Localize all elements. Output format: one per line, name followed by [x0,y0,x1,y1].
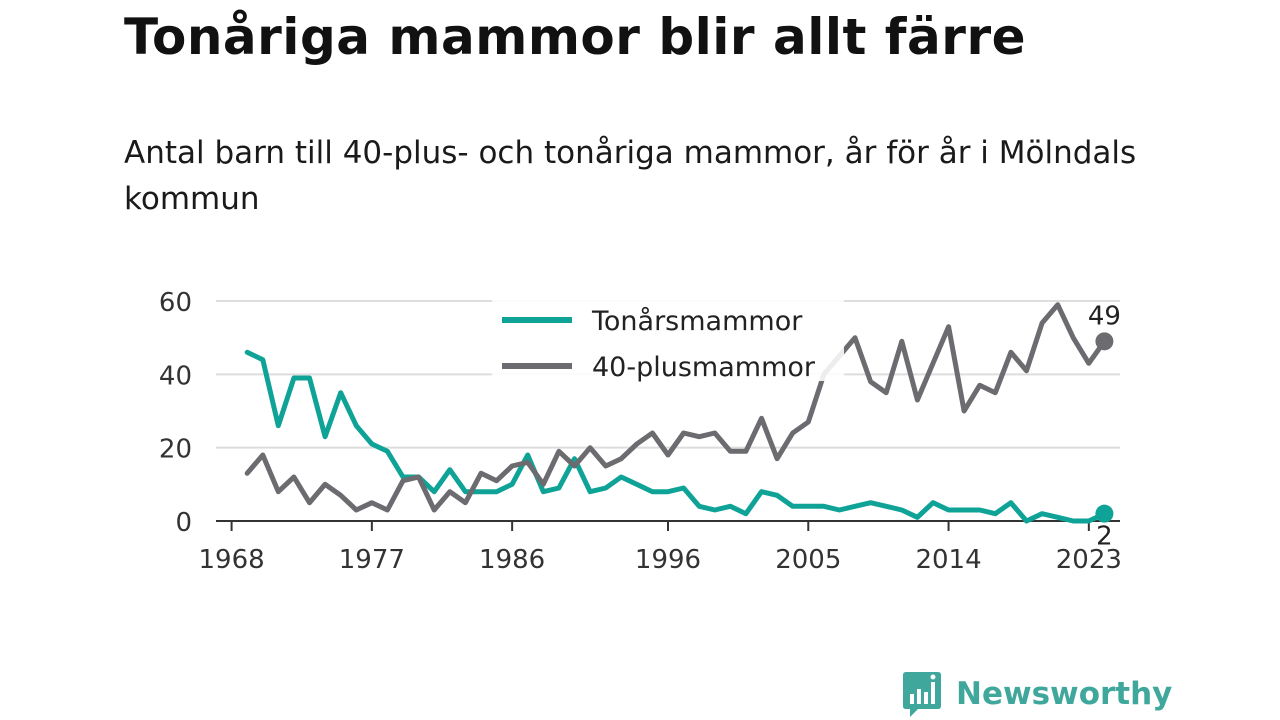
x-tick-label: 2005 [775,545,841,575]
y-tick-label: 40 [159,361,192,391]
brand-logo: Newsworthy [902,670,1172,718]
y-tick-label: 60 [159,288,192,318]
y-tick-label: 0 [175,508,192,538]
brand-name: Newsworthy [956,676,1173,712]
legend-label: 40-plusmammor [592,352,816,383]
y-tick-label: 20 [159,435,192,465]
x-tick-label: 2023 [1056,545,1122,575]
end-labels: 2 49 [1088,301,1121,551]
x-tick-label: 1986 [479,545,545,575]
legend-label: Tonårsmammor [591,306,803,337]
x-axis: 1968 1977 1986 1996 2005 2014 2023 [199,520,1122,575]
x-tick-label: 2014 [915,545,981,575]
end-label-0: 2 [1096,522,1113,552]
chart-subtitle: Antal barn till 40-plus- och tonåriga ma… [124,135,1137,217]
end-label-1: 49 [1088,301,1121,331]
newsworthy-chart-bubble-icon [903,672,941,717]
chart-title: Tonåriga mammor blir allt färre [124,8,1027,66]
series-line-0 [244,349,1107,524]
series-lines [244,302,1114,524]
x-tick-label: 1977 [339,545,405,575]
x-tick-label: 1968 [199,545,265,575]
y-axis-labels: 0 20 40 60 [159,288,192,538]
series-line-1 [244,302,1107,513]
x-tick-label: 1996 [635,545,701,575]
legend: Tonårsmammor 40-plusmammor [492,299,844,383]
end-point-1 [1095,332,1114,351]
end-point-0 [1095,504,1114,523]
